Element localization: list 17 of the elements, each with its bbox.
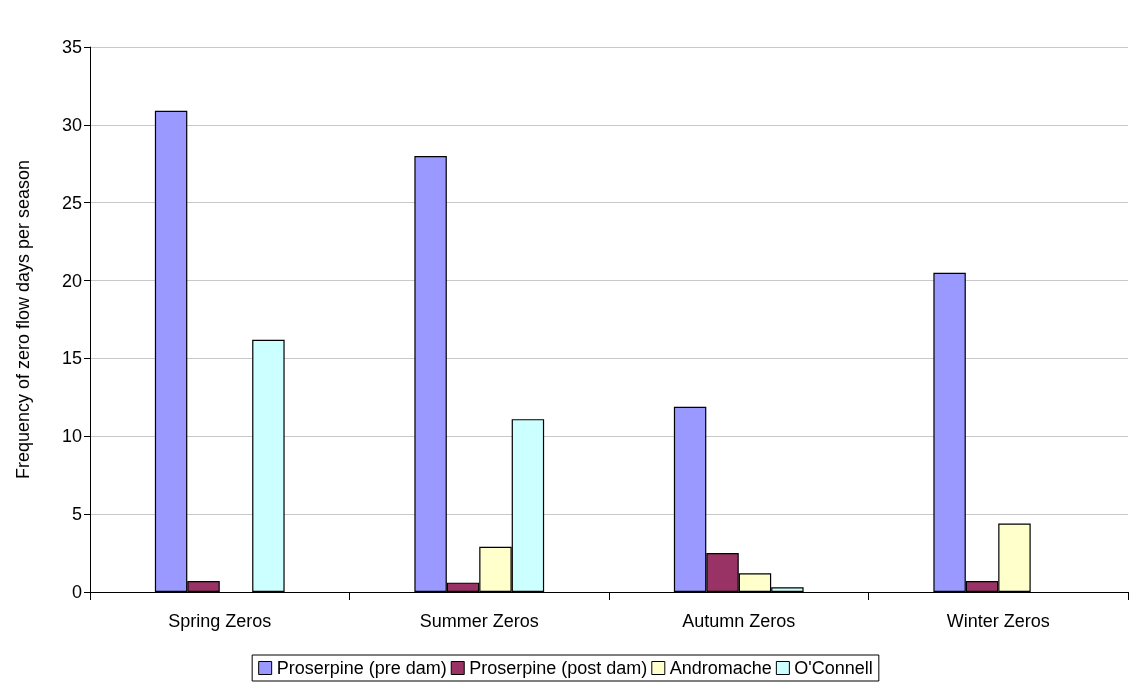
x-tick-label: Autumn Zeros <box>682 611 796 631</box>
legend-label: Andromache <box>669 658 772 678</box>
y-axis-title: Frequency of zero flow days per season <box>13 159 33 480</box>
legend-label: O'Connell <box>794 658 873 678</box>
legend-label: Proserpine (post dam) <box>469 658 648 678</box>
y-tick-label: 15 <box>61 348 82 369</box>
y-tick-label: 10 <box>61 426 82 447</box>
x-tick-label: Winter Zeros <box>946 611 1050 631</box>
y-tick-label: 30 <box>61 114 82 135</box>
legend-label: Proserpine (pre dam) <box>276 658 447 678</box>
x-tick-label: Spring Zeros <box>168 611 272 631</box>
y-tick-label: 20 <box>61 270 82 291</box>
x-tick-label: Summer Zeros <box>419 611 539 631</box>
y-tick-label: 35 <box>61 37 82 57</box>
y-tick-label: 0 <box>71 582 82 602</box>
y-tick-label: 5 <box>71 504 82 525</box>
y-tick-label: 25 <box>61 192 82 213</box>
